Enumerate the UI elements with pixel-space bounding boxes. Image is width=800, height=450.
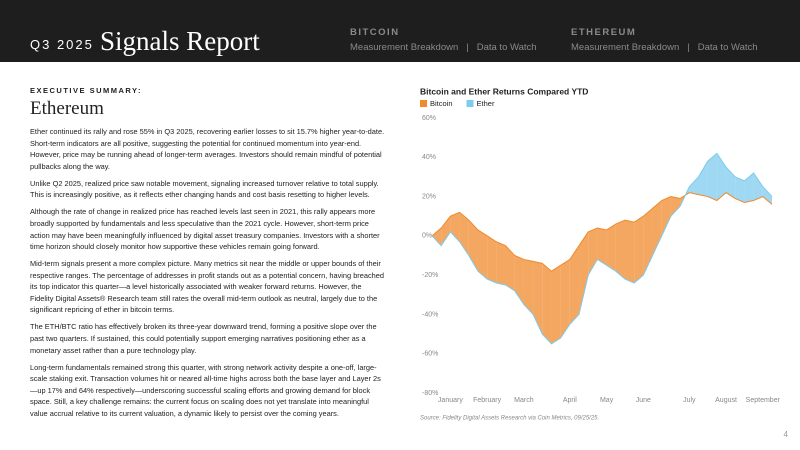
difference-fill bbox=[643, 208, 653, 276]
nav-link[interactable]: Data to Watch bbox=[697, 42, 758, 53]
difference-fill bbox=[487, 235, 497, 283]
legend-swatch bbox=[420, 100, 427, 107]
y-tick-label: 40% bbox=[422, 154, 436, 161]
difference-fill bbox=[753, 173, 763, 201]
x-tick-label: March bbox=[514, 397, 534, 404]
difference-fill bbox=[579, 231, 589, 315]
y-tick-label: -60% bbox=[422, 351, 438, 358]
difference-fill bbox=[615, 220, 625, 280]
difference-fill bbox=[735, 176, 745, 203]
difference-fill bbox=[762, 186, 772, 205]
y-tick-label: 0% bbox=[422, 233, 432, 240]
section-label: EXECUTIVE SUMMARY: bbox=[30, 86, 143, 95]
separator: | bbox=[687, 42, 690, 53]
difference-fill bbox=[670, 196, 681, 217]
series-line bbox=[431, 192, 773, 272]
x-tick-label: April bbox=[563, 397, 577, 404]
quarter: Q3 2025 bbox=[30, 37, 94, 52]
nav-heading: BITCOIN bbox=[350, 27, 400, 38]
difference-fill bbox=[698, 161, 708, 197]
header: Q3 2025 Signals Report BITCOIN Measureme… bbox=[0, 0, 800, 62]
y-tick-label: 20% bbox=[422, 193, 436, 200]
x-tick-label: January bbox=[438, 397, 463, 404]
x-tick-label: June bbox=[636, 397, 651, 404]
difference-fill bbox=[689, 176, 699, 195]
paragraph: The ETH/BTC ratio has effectively broken… bbox=[30, 322, 377, 355]
difference-fill bbox=[441, 216, 451, 246]
y-tick-label: -80% bbox=[422, 390, 438, 397]
paragraph: Long-term fundamentals remained strong t… bbox=[30, 362, 381, 419]
difference-fill bbox=[661, 196, 671, 236]
x-tick-label: July bbox=[683, 397, 696, 404]
legend-label: Bitcoin bbox=[430, 99, 453, 108]
difference-fill bbox=[523, 259, 534, 315]
difference-fill bbox=[533, 261, 543, 335]
difference-fill bbox=[597, 228, 607, 266]
nav-link[interactable]: Measurement Breakdown bbox=[571, 42, 680, 53]
paragraph: Mid-term signals present a more complex … bbox=[30, 259, 385, 315]
y-tick-label: 60% bbox=[422, 115, 436, 122]
legend-swatch bbox=[466, 100, 474, 107]
nav-link[interactable]: Data to Watch bbox=[476, 42, 537, 53]
paragraph: Unlike Q2 2025, realized price saw notab… bbox=[30, 178, 379, 200]
x-tick-label: May bbox=[600, 397, 614, 404]
report-title: Signals Report bbox=[100, 26, 260, 56]
x-tick-label: February bbox=[473, 397, 502, 404]
difference-fill bbox=[560, 259, 570, 338]
difference-fill bbox=[624, 220, 635, 283]
difference-fill bbox=[606, 224, 616, 272]
y-tick-label: -20% bbox=[422, 272, 438, 279]
difference-fill bbox=[716, 153, 727, 201]
page-number: 4 bbox=[783, 430, 788, 439]
nav-group: ETHEREUM Measurement Breakdown | Data to W… bbox=[571, 27, 758, 53]
section-heading: Ethereum bbox=[30, 98, 104, 119]
paragraphs: Ether continued its rally and rose 55% i… bbox=[30, 126, 386, 425]
difference-fill bbox=[542, 263, 552, 344]
x-tick-label: September bbox=[746, 397, 781, 404]
difference-fill bbox=[652, 200, 662, 256]
difference-fill bbox=[496, 241, 506, 285]
difference-fill bbox=[505, 245, 515, 291]
difference-fill bbox=[514, 255, 524, 305]
x-tick-label: August bbox=[715, 397, 737, 404]
y-tick-label: -40% bbox=[422, 311, 438, 318]
chart: Bitcoin and Ether Returns Compared YTD S… bbox=[420, 86, 781, 422]
legend-label: Ether bbox=[477, 99, 495, 108]
difference-fill bbox=[477, 229, 488, 280]
chart-title: Bitcoin and Ether Returns Compared YTD bbox=[420, 86, 588, 96]
difference-fill bbox=[569, 245, 580, 325]
difference-fill bbox=[432, 228, 442, 246]
nav-link[interactable]: Measurement Breakdown bbox=[350, 42, 459, 53]
difference-fill bbox=[707, 153, 717, 201]
nav-heading: ETHEREUM bbox=[571, 27, 637, 38]
separator: | bbox=[466, 42, 469, 53]
paragraph: Ether continued its rally and rose 55% i… bbox=[30, 127, 385, 171]
paragraph: Although the rate of change in realized … bbox=[30, 207, 380, 252]
series-line bbox=[431, 152, 773, 345]
difference-fill bbox=[551, 265, 561, 344]
nav-group: BITCOIN Measurement Breakdown | Data to Wa… bbox=[350, 27, 537, 53]
chart-source: Source: Fidelity Digital Assets Research… bbox=[420, 416, 599, 422]
difference-fill bbox=[744, 173, 754, 203]
difference-fill bbox=[634, 216, 644, 283]
